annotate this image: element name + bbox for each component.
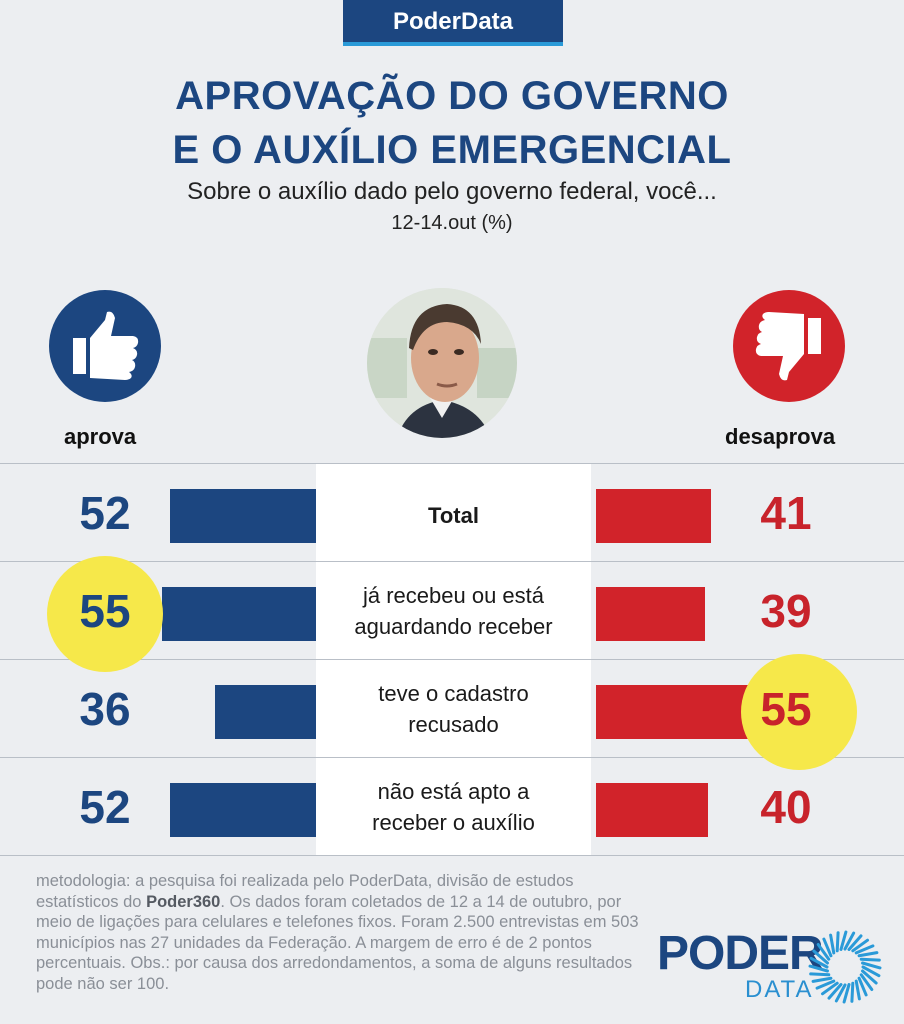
- chart-title-line1: APROVAÇÃO DO GOVERNO: [175, 74, 729, 118]
- poderdata-logo-word: PODER: [657, 927, 824, 980]
- approve-value-label: 36: [79, 683, 131, 735]
- disapprove-bar: [596, 685, 750, 739]
- thumbs-down-icon: [733, 290, 845, 402]
- thumbs-up-icon: [49, 290, 161, 402]
- chart-subtitle: Sobre o auxílio dado pelo governo federa…: [187, 178, 717, 205]
- approve-value-label: 52: [79, 781, 131, 833]
- approve-bar: [170, 489, 316, 543]
- approve-highlight-circle: [47, 556, 163, 672]
- category-label: teve o cadastro recusado: [378, 681, 529, 737]
- disapprove-bar: [596, 783, 708, 837]
- disapprove-label: desaprova: [725, 424, 836, 449]
- poderdata-badge: PoderData: [343, 0, 563, 46]
- row-divider: [0, 463, 904, 464]
- row-divider: [0, 757, 904, 758]
- poderdata-logo-subword: DATA: [745, 976, 814, 1003]
- row-divider: [0, 561, 904, 562]
- approve-bar: [170, 783, 316, 837]
- approve-bar: [215, 685, 316, 739]
- survey-date: 12-14.out (%): [391, 212, 513, 234]
- disapprove-value-label: 40: [760, 781, 812, 833]
- chart-title-line2: E O AUXÍLIO EMERGENCIAL: [172, 128, 732, 172]
- category-label: não está apto a receber o auxílio: [372, 779, 535, 835]
- row-divider: [0, 659, 904, 660]
- president-portrait: [367, 288, 517, 438]
- methodology-note: metodologia: a pesquisa foi realizada pe…: [36, 872, 639, 993]
- category-label: já recebeu ou está aguardando receber: [354, 583, 553, 639]
- row-divider: [0, 855, 904, 856]
- disapprove-highlight-circle: [741, 654, 857, 770]
- approve-bar: [162, 587, 316, 641]
- poderdata-burst-icon: [808, 930, 882, 1004]
- disapprove-value-label: 55: [760, 683, 812, 735]
- category-label: Total: [428, 503, 479, 528]
- approve-value-label: 52: [79, 487, 131, 539]
- disapprove-bar: [596, 587, 706, 641]
- disapprove-value-label: 39: [760, 585, 812, 637]
- disapprove-value-label: 41: [760, 487, 812, 539]
- approve-label: aprova: [64, 424, 137, 449]
- disapprove-bar: [596, 489, 711, 543]
- approve-value-label: 55: [79, 585, 131, 637]
